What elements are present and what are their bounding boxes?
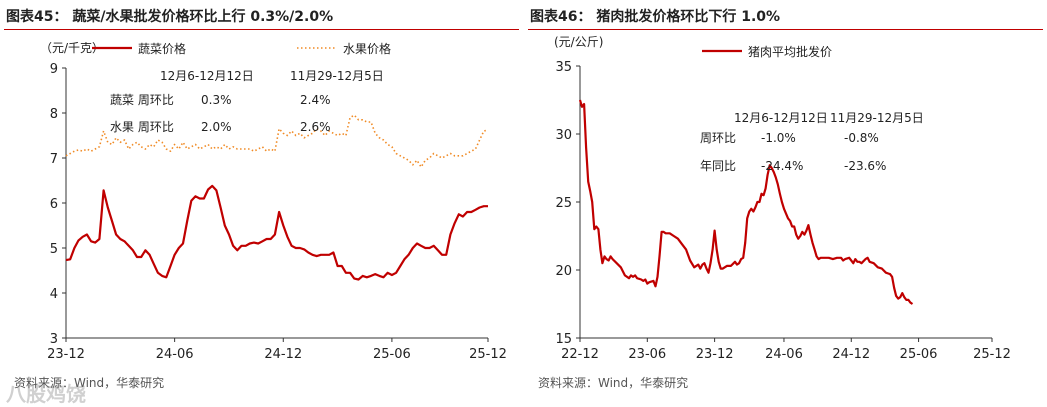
x-tick-label: 24-12 bbox=[832, 347, 870, 362]
annotation-row-label: 蔬菜 周环比 bbox=[110, 93, 174, 107]
y-unit-label: (元/公斤) bbox=[554, 35, 603, 49]
annotation-value: -0.8% bbox=[844, 131, 879, 145]
x-tick-label: 22-12 bbox=[561, 347, 599, 362]
y-tick-label: 25 bbox=[555, 196, 572, 211]
x-tick-label: 23-12 bbox=[696, 347, 734, 362]
annotation-value: 2.0% bbox=[201, 120, 232, 134]
annotation-value: -1.0% bbox=[761, 131, 796, 145]
watermark: 八股鸡饶 bbox=[6, 382, 86, 406]
chart-title: 图表46： 猪肉批发价格环比下行 1.0% bbox=[530, 9, 781, 25]
y-tick-label: 35 bbox=[555, 60, 572, 75]
annotation-row-label: 周环比 bbox=[700, 131, 736, 145]
x-tick-label: 25-06 bbox=[900, 347, 938, 362]
y-tick-label: 5 bbox=[50, 242, 58, 257]
y-tick-label: 8 bbox=[50, 107, 58, 122]
x-tick-label: 24-06 bbox=[156, 347, 194, 362]
y-tick-label: 4 bbox=[50, 287, 58, 302]
x-tick-label: 23-06 bbox=[628, 347, 666, 362]
x-tick-label: 24-12 bbox=[264, 347, 302, 362]
x-tick-label: 24-06 bbox=[765, 347, 803, 362]
y-tick-label: 15 bbox=[555, 332, 572, 347]
annotation-value: -23.6% bbox=[844, 159, 886, 173]
annotation-value: 0.3% bbox=[201, 93, 232, 107]
annotation-value: 2.6% bbox=[300, 120, 331, 134]
annotation-header: 12月6-12月12日 bbox=[734, 111, 828, 125]
series-line-primary bbox=[578, 99, 914, 305]
x-tick-label: 25-12 bbox=[469, 347, 507, 362]
y-tick-label: 3 bbox=[50, 332, 58, 347]
title-divider bbox=[528, 29, 1043, 30]
annotation-header: 11月29-12月5日 bbox=[830, 111, 924, 125]
chart-panel-pork: 图表46： 猪肉批发价格环比下行 1.0% 15 20 25 30 35 22-12 23-… bbox=[524, 0, 1047, 407]
y-tick-label: 30 bbox=[555, 128, 572, 143]
annotation-value: -24.4% bbox=[761, 159, 803, 173]
y-tick-label: 7 bbox=[50, 152, 58, 167]
x-tick-label: 25-12 bbox=[973, 347, 1011, 362]
series-line-secondary bbox=[65, 114, 489, 168]
y-unit-label: （元/千克） bbox=[40, 41, 104, 55]
source-note: 资料来源：Wind，华泰研究 bbox=[14, 376, 165, 390]
title-divider bbox=[4, 29, 519, 30]
series-line-primary bbox=[65, 184, 488, 281]
y-tick-label: 20 bbox=[555, 264, 572, 279]
y-tick-label: 9 bbox=[50, 62, 58, 77]
annotation-row-label: 水果 周环比 bbox=[110, 120, 174, 134]
chart-svg-left: 3 4 5 6 7 8 9 23-12 24-06 24-12 25-06 25-12 （元/千克） 蔬菜… bbox=[40, 41, 507, 362]
legend-label: 猪肉平均批发价 bbox=[748, 44, 832, 59]
legend-label: 蔬菜价格 bbox=[138, 41, 186, 56]
chart-panel-vegetable-fruit: 图表45： 蔬菜/水果批发价格环比上行 0.3%/2.0% 3 4 5 6 7 8 9 23-… bbox=[0, 0, 523, 407]
x-tick-label: 25-06 bbox=[373, 347, 411, 362]
x-tick-label: 23-12 bbox=[47, 347, 85, 362]
chart-svg-right: 15 20 25 30 35 22-12 23-06 23-12 24-06 24-12 25-06… bbox=[554, 35, 1011, 362]
annotation-value: 2.4% bbox=[300, 93, 331, 107]
annotation-row-label: 年同比 bbox=[700, 159, 736, 173]
y-tick-label: 6 bbox=[50, 197, 58, 212]
annotation-header: 12月6-12月12日 bbox=[160, 69, 254, 83]
chart-title: 图表45： 蔬菜/水果批发价格环比上行 0.3%/2.0% bbox=[6, 9, 334, 25]
annotation-header: 11月29-12月5日 bbox=[290, 69, 384, 83]
legend-label: 水果价格 bbox=[343, 41, 391, 56]
source-note: 资料来源：Wind，华泰研究 bbox=[538, 376, 689, 390]
